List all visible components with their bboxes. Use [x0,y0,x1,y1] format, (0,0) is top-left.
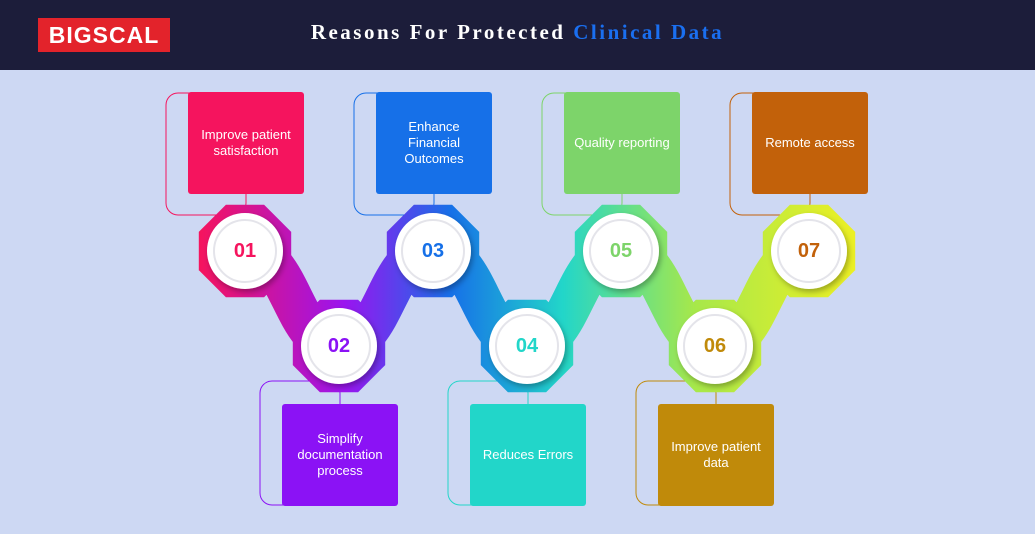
logo: BIGSCAL [38,18,170,52]
reason-number: 03 [421,239,445,262]
reason-number: 06 [703,334,727,357]
number-ring [495,314,559,378]
title-text: Reasons For Protected [310,20,566,44]
reason-box: Remote access [752,92,868,194]
reason-box: Reduces Errors [470,404,586,506]
number-circle [583,213,659,289]
reason-box: Improve patient data [658,404,774,506]
number-circle [301,308,377,384]
title: Reasons For Protected Clinical Data [0,20,1035,45]
reason-number: 01 [233,239,257,262]
number-ring [589,219,653,283]
number-ring [401,219,465,283]
number-circle [489,308,565,384]
number-circle [771,213,847,289]
reason-box: Quality reporting [564,92,680,194]
number-circle [395,213,471,289]
title-highlight: Clinical Data [573,20,725,44]
number-ring [777,219,841,283]
number-ring [213,219,277,283]
number-circle [207,213,283,289]
reason-box: Enhance Financial Outcomes [376,92,492,194]
reason-box: Simplify documentation process [282,404,398,506]
reason-number: 04 [515,334,539,357]
reason-number: 05 [609,239,633,262]
number-ring [683,314,747,378]
reason-number: 07 [797,239,821,262]
number-circle [677,308,753,384]
number-ring [307,314,371,378]
reason-box: Improve patient satisfaction [188,92,304,194]
reason-number: 02 [327,334,351,357]
header: BIGSCAL Reasons For Protected Clinical D… [0,0,1035,70]
